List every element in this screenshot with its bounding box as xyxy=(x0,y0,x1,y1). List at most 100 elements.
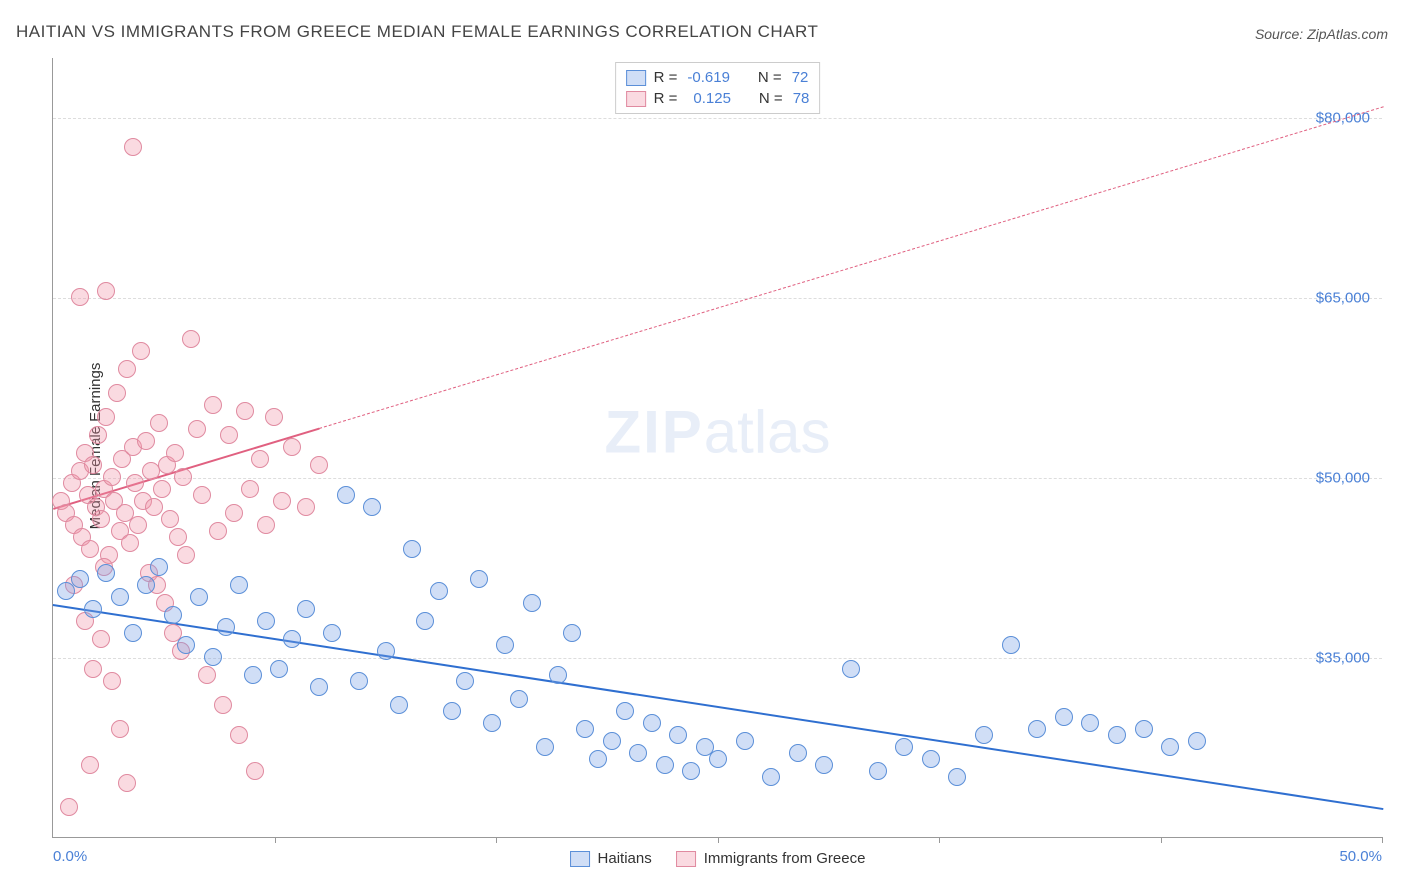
data-point xyxy=(496,636,514,654)
data-point xyxy=(97,564,115,582)
legend-label-1: Immigrants from Greece xyxy=(704,850,866,867)
data-point xyxy=(230,726,248,744)
data-point xyxy=(842,660,860,678)
data-point xyxy=(257,612,275,630)
data-point xyxy=(536,738,554,756)
data-point xyxy=(241,480,259,498)
r-label-0: R = xyxy=(654,69,678,86)
data-point xyxy=(150,414,168,432)
data-point xyxy=(1135,720,1153,738)
data-point xyxy=(137,432,155,450)
data-point xyxy=(174,468,192,486)
data-point xyxy=(217,618,235,636)
data-point xyxy=(214,696,232,714)
data-point xyxy=(310,678,328,696)
legend-item-0: Haitians xyxy=(570,850,652,867)
legend-item-1: Immigrants from Greece xyxy=(676,850,866,867)
x-tick xyxy=(1161,837,1162,843)
watermark-rest: atlas xyxy=(704,398,831,465)
data-point xyxy=(762,768,780,786)
data-point xyxy=(198,666,216,684)
data-point xyxy=(922,750,940,768)
data-point xyxy=(118,360,136,378)
r-label-1: R = xyxy=(654,90,678,107)
data-point xyxy=(84,600,102,618)
data-point xyxy=(204,648,222,666)
data-point xyxy=(1055,708,1073,726)
data-point xyxy=(273,492,291,510)
data-point xyxy=(132,342,150,360)
data-point xyxy=(118,774,136,792)
data-point xyxy=(297,600,315,618)
watermark-bold: ZIP xyxy=(604,398,703,465)
data-point xyxy=(669,726,687,744)
watermark: ZIPatlas xyxy=(604,397,830,466)
data-point xyxy=(220,426,238,444)
y-tick-label: $50,000 xyxy=(1316,470,1370,487)
legend-label-0: Haitians xyxy=(598,850,652,867)
data-point xyxy=(265,408,283,426)
data-point xyxy=(815,756,833,774)
legend-row-series-1: R = 0.125 N = 78 xyxy=(626,88,810,109)
data-point xyxy=(137,576,155,594)
data-point xyxy=(656,756,674,774)
n-value-1: 78 xyxy=(793,90,810,107)
legend-swatch-1 xyxy=(676,851,696,867)
data-point xyxy=(430,582,448,600)
data-point xyxy=(337,486,355,504)
data-point xyxy=(483,714,501,732)
source-credit: Source: ZipAtlas.com xyxy=(1255,26,1388,42)
x-tick xyxy=(496,837,497,843)
data-point xyxy=(166,444,184,462)
data-point xyxy=(456,672,474,690)
data-point xyxy=(403,540,421,558)
data-point xyxy=(177,636,195,654)
grid-line xyxy=(53,118,1382,119)
data-point xyxy=(1161,738,1179,756)
data-point xyxy=(1108,726,1126,744)
data-point xyxy=(283,438,301,456)
data-point xyxy=(103,468,121,486)
data-point xyxy=(188,420,206,438)
grid-line xyxy=(53,298,1382,299)
y-tick-label: $65,000 xyxy=(1316,290,1370,307)
data-point xyxy=(589,750,607,768)
data-point xyxy=(416,612,434,630)
data-point xyxy=(629,744,647,762)
series-legend: Haitians Immigrants from Greece xyxy=(570,850,866,867)
trend-line xyxy=(319,106,1383,429)
data-point xyxy=(789,744,807,762)
data-point xyxy=(225,504,243,522)
data-point xyxy=(563,624,581,642)
data-point xyxy=(97,282,115,300)
data-point xyxy=(1188,732,1206,750)
correlation-legend: R = -0.619 N = 72 R = 0.125 N = 78 xyxy=(615,62,821,114)
data-point xyxy=(209,522,227,540)
data-point xyxy=(126,474,144,492)
legend-swatch-0 xyxy=(570,851,590,867)
n-label-1: N = xyxy=(759,90,783,107)
grid-line xyxy=(53,478,1382,479)
y-tick-label: $35,000 xyxy=(1316,650,1370,667)
data-point xyxy=(71,288,89,306)
data-point xyxy=(975,726,993,744)
n-label-0: N = xyxy=(758,69,782,86)
data-point xyxy=(60,798,78,816)
data-point xyxy=(71,570,89,588)
r-value-0: -0.619 xyxy=(687,69,730,86)
data-point xyxy=(948,768,966,786)
data-point xyxy=(869,762,887,780)
data-point xyxy=(549,666,567,684)
x-axis-start-label: 0.0% xyxy=(53,848,87,865)
data-point xyxy=(129,516,147,534)
x-tick xyxy=(275,837,276,843)
data-point xyxy=(709,750,727,768)
data-point xyxy=(1028,720,1046,738)
data-point xyxy=(81,540,99,558)
data-point xyxy=(153,480,171,498)
data-point xyxy=(97,408,115,426)
data-point xyxy=(616,702,634,720)
data-point xyxy=(270,660,288,678)
swatch-series-1 xyxy=(626,91,646,107)
grid-line xyxy=(53,658,1382,659)
